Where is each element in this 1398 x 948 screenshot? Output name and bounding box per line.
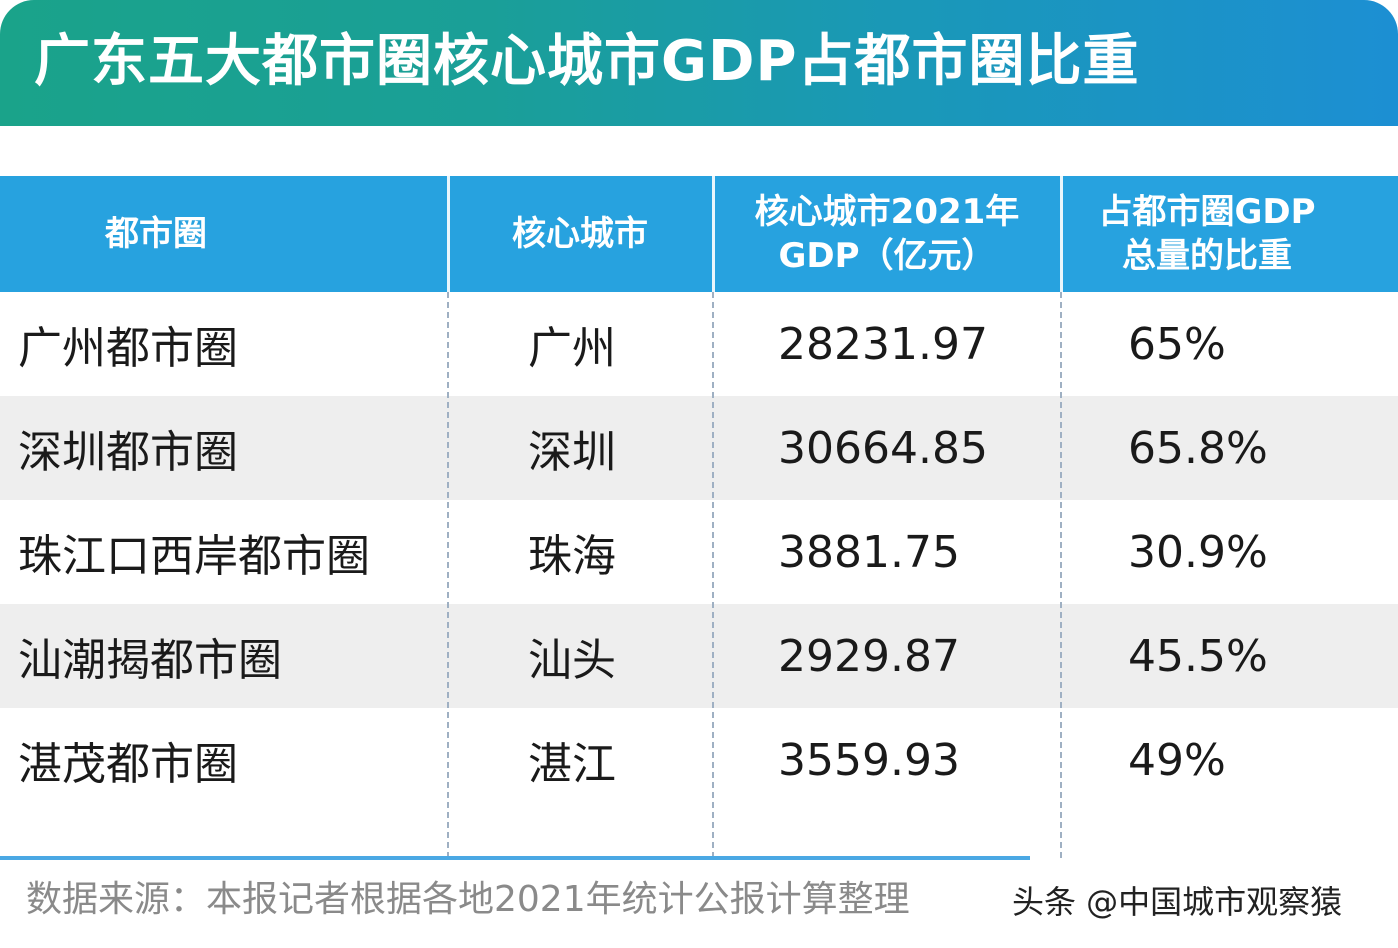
column-divider <box>447 292 449 858</box>
cell-share: 65.8% <box>1128 422 1268 474</box>
header-divider <box>712 176 715 292</box>
cell-city: 汕头 <box>528 635 616 686</box>
header-circle: 都市圈 <box>105 214 207 254</box>
cell-gdp: 3559.93 <box>778 734 960 786</box>
cell-share: 45.5% <box>1128 630 1268 682</box>
table-header: 都市圈 核心城市 核心城市2021年 GDP（亿元） 占都市圈GDP 总量的比重 <box>0 176 1398 292</box>
cell-circle: 汕潮揭都市圈 <box>18 635 282 686</box>
cell-circle: 广州都市圈 <box>18 323 238 374</box>
table-row: 广州都市圈 广州 28231.97 65% <box>0 292 1398 396</box>
cell-circle: 深圳都市圈 <box>18 427 238 478</box>
table-row: 珠江口西岸都市圈 珠海 3881.75 30.9% <box>0 500 1398 604</box>
table-row: 湛茂都市圈 湛江 3559.93 49% <box>0 708 1398 812</box>
cell-gdp: 2929.87 <box>778 630 960 682</box>
header-gdp: 核心城市2021年 GDP（亿元） <box>754 192 1020 276</box>
header-core-city: 核心城市 <box>512 214 648 254</box>
watermark: 头条 @中国城市观察猿 <box>1012 883 1343 921</box>
cell-city: 深圳 <box>528 427 616 478</box>
table-row: 汕潮揭都市圈 汕头 2929.87 45.5% <box>0 604 1398 708</box>
cell-gdp: 28231.97 <box>778 318 988 370</box>
gdp-share-table: 都市圈 核心城市 核心城市2021年 GDP（亿元） 占都市圈GDP 总量的比重… <box>0 176 1398 858</box>
cell-gdp: 3881.75 <box>778 526 960 578</box>
cell-city: 湛江 <box>528 739 616 790</box>
cell-circle: 湛茂都市圈 <box>18 739 238 790</box>
bottom-rule <box>0 856 1030 860</box>
cell-city: 珠海 <box>528 531 616 582</box>
cell-circle: 珠江口西岸都市圈 <box>18 531 370 582</box>
header-divider <box>447 176 450 292</box>
cell-share: 49% <box>1128 734 1226 786</box>
header-divider <box>1060 176 1063 292</box>
cell-city: 广州 <box>528 323 616 374</box>
cell-share: 30.9% <box>1128 526 1268 578</box>
data-source-note: 数据来源：本报记者根据各地2021年统计公报计算整理 <box>26 879 910 920</box>
column-divider <box>1060 292 1062 858</box>
cell-share: 65% <box>1128 318 1226 370</box>
column-divider <box>712 292 714 858</box>
cell-gdp: 30664.85 <box>778 422 988 474</box>
header-share: 占都市圈GDP 总量的比重 <box>1098 192 1316 276</box>
title-banner: 广东五大都市圈核心城市GDP占都市圈比重 <box>0 0 1398 126</box>
table-row: 深圳都市圈 深圳 30664.85 65.8% <box>0 396 1398 500</box>
page-title: 广东五大都市圈核心城市GDP占都市圈比重 <box>34 29 1140 94</box>
